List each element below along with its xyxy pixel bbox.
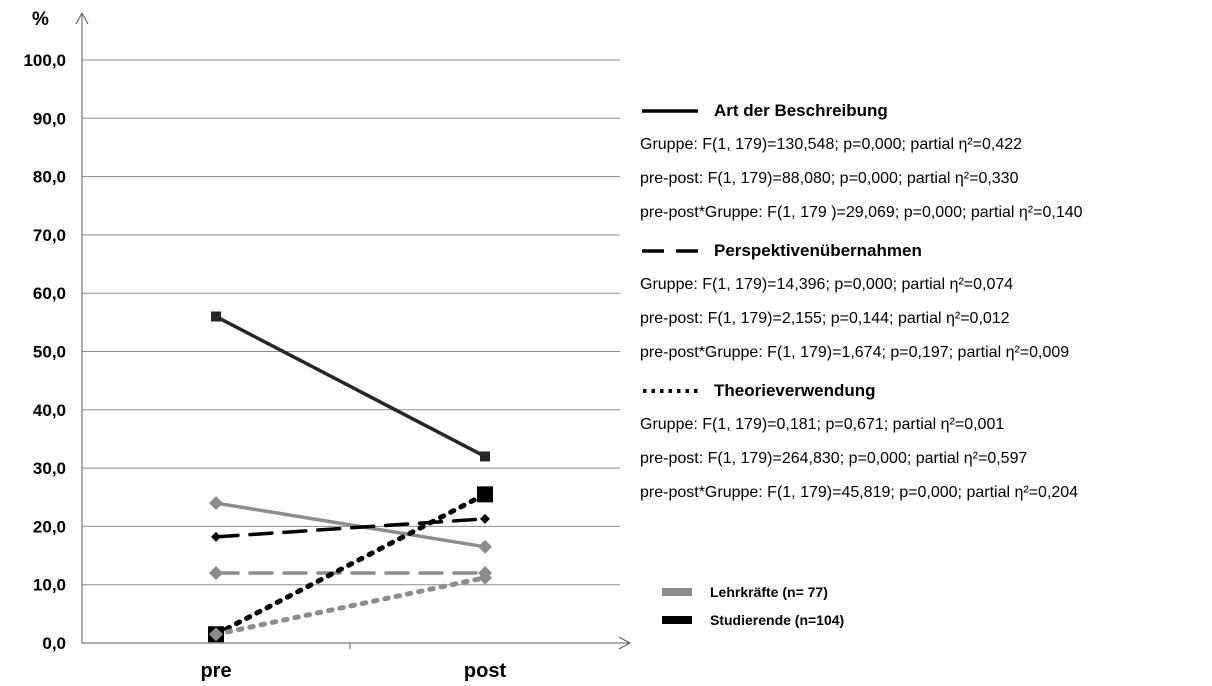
stat-line: Gruppe: F(1, 179)=14,396; p=0,000; parti…: [640, 276, 1014, 293]
legend-measure-theorie: Theorieverwendung Gruppe: F(1, 179)=0,18…: [640, 374, 1210, 510]
legend-measure-title: Perspektivenübernahmen: [714, 241, 922, 260]
axes: [75, 11, 632, 650]
legend-group-lehrkraefte: Lehrkräfte (n= 77): [662, 578, 844, 606]
series-line: [213, 491, 488, 637]
y-tick-label: 50,0: [33, 343, 66, 362]
legend-group-studierende: Studierende (n=104): [662, 606, 844, 634]
y-tick-label: 10,0: [33, 576, 66, 595]
legend-line-solid: [642, 109, 698, 113]
legend-measure-title: Theorieverwendung: [714, 381, 876, 400]
y-tick-label: 80,0: [33, 168, 66, 187]
y-axis-arrow: [75, 11, 89, 25]
y-axis-tick-labels: 0,0 10,0 20,0 30,0 40,0 50,0 60,0 70,0 80,0 90,0 1…: [23, 51, 66, 653]
data-point-marker: [209, 627, 223, 642]
stat-line: pre-post*Gruppe: F(1, 179 )=29,069; p=0,…: [640, 204, 1083, 221]
y-tick-label: 20,0: [33, 517, 66, 536]
legend-groups: Lehrkräfte (n= 77) Studierende (n=104): [662, 578, 844, 634]
legend-measure-perspektive: Perspektivenübernahmen Gruppe: F(1, 179)…: [640, 234, 1210, 370]
series-line: [214, 501, 487, 549]
stat-line: pre-post: F(1, 179)=88,080; p=0,000; par…: [640, 170, 1019, 187]
data-point-marker: [211, 311, 221, 322]
series-line: [214, 517, 487, 539]
series-markers: [208, 311, 493, 643]
line-chart: 0,0 10,0 20,0 30,0 40,0 50,0 60,0 70,0 80,0 90,0 1…: [23, 9, 632, 682]
legend-swatch-black: [662, 616, 692, 624]
stat-line: pre-post: F(1, 179)=2,155; p=0,144; part…: [640, 310, 1010, 327]
x-category-label: post: [464, 660, 507, 682]
data-point-marker: [478, 539, 492, 554]
data-point-marker: [477, 486, 493, 503]
gridlines: [82, 59, 620, 586]
stat-line: pre-post: F(1, 179)=264,830; p=0,000; pa…: [640, 450, 1028, 467]
stat-line: Gruppe: F(1, 179)=0,181; p=0,671; partia…: [640, 416, 1005, 433]
data-point-marker: [209, 496, 223, 511]
data-point-marker: [211, 531, 221, 542]
legend-line-dotted: [643, 389, 698, 393]
data-point-marker: [478, 570, 492, 585]
series-lines: [213, 314, 488, 637]
legend-statistics: Art der Beschreibung Gruppe: F(1, 179)=1…: [640, 90, 1210, 510]
legend-measure-art: Art der Beschreibung Gruppe: F(1, 179)=1…: [640, 94, 1210, 230]
legend-line-dashed: [642, 249, 698, 253]
y-tick-label: 60,0: [33, 284, 66, 303]
y-tick-label: 30,0: [33, 459, 66, 478]
y-unit-label: %: [32, 9, 49, 30]
y-tick-label: 0,0: [42, 634, 66, 653]
legend-measure-title: Art der Beschreibung: [714, 101, 888, 120]
x-category-label: pre: [200, 660, 231, 682]
stat-line: Gruppe: F(1, 179)=130,548; p=0,000; part…: [640, 136, 1023, 153]
series-line: [213, 575, 488, 637]
data-point-marker: [480, 513, 490, 524]
y-tick-label: 40,0: [33, 401, 66, 420]
x-axis-category-labels: pre post: [200, 660, 506, 682]
legend-group-label: Studierende (n=104): [710, 612, 845, 628]
series-line: [214, 314, 487, 459]
x-axis-arrow: [618, 636, 632, 650]
stat-line: pre-post*Gruppe: F(1, 179)=1,674; p=0,19…: [640, 344, 1070, 361]
y-tick-label: 70,0: [33, 226, 66, 245]
stat-line: pre-post*Gruppe: F(1, 179)=45,819; p=0,0…: [640, 484, 1079, 501]
legend-swatch-gray: [662, 588, 692, 596]
data-point-marker: [209, 566, 223, 581]
y-tick-label: 90,0: [33, 109, 66, 128]
y-tick-label: 100,0: [23, 51, 66, 70]
data-point-marker: [480, 451, 490, 462]
legend-group-label: Lehrkräfte (n= 77): [710, 584, 828, 600]
